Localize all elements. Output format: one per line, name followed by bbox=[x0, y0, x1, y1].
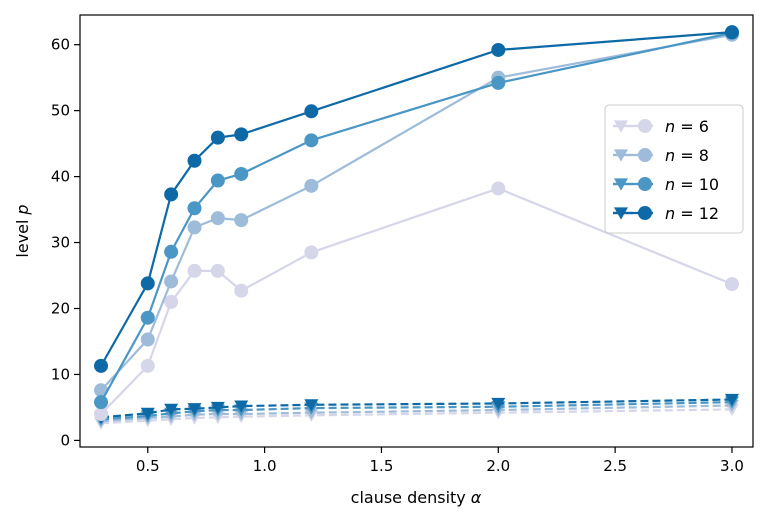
y-tick-label: 40 bbox=[51, 168, 70, 186]
data-point-circle bbox=[164, 274, 179, 289]
plot-frame bbox=[79, 14, 754, 448]
data-point-circle bbox=[164, 187, 179, 202]
data-point-circle bbox=[234, 166, 249, 181]
data-point-circle bbox=[210, 130, 225, 145]
y-tick-label: 0 bbox=[60, 431, 70, 449]
data-point-circle bbox=[304, 133, 319, 148]
data-point-triangle bbox=[234, 400, 249, 413]
series-line-dashed bbox=[100, 398, 732, 419]
x-tick-label: 2.0 bbox=[486, 457, 510, 475]
legend-item: n = 8 bbox=[613, 146, 709, 165]
data-point-triangle bbox=[491, 397, 506, 411]
legend-item: n = 12 bbox=[613, 204, 719, 223]
legend-circle-marker bbox=[638, 119, 652, 133]
y-tick-label: 10 bbox=[51, 365, 70, 383]
y-axis-label: level bbox=[13, 220, 32, 258]
data-point-circle bbox=[304, 245, 319, 260]
legend-equals: = bbox=[675, 175, 699, 194]
legend-item: n = 10 bbox=[613, 175, 719, 194]
series-line-dashed bbox=[100, 401, 732, 421]
y-axis: 0 10 20 30 40 50 60 bbox=[51, 36, 80, 449]
data-point-circle bbox=[491, 42, 506, 57]
legend-label: n = 6 bbox=[665, 117, 709, 136]
y-axis-title: level p bbox=[13, 204, 32, 257]
data-point-circle bbox=[187, 263, 202, 278]
legend-var: n bbox=[665, 204, 675, 223]
x-tick-label: 1.0 bbox=[253, 457, 277, 475]
x-tick-label: 3.0 bbox=[720, 457, 744, 475]
x-axis-symbol: α bbox=[471, 488, 482, 507]
data-point-circle bbox=[210, 211, 225, 226]
data-point-circle bbox=[234, 283, 249, 298]
series-line-dashed bbox=[100, 408, 732, 425]
legend-equals: = bbox=[675, 117, 699, 136]
legend-circle-marker bbox=[638, 177, 652, 191]
legend-var: n bbox=[665, 146, 675, 165]
x-tick-label: 1.5 bbox=[370, 457, 394, 475]
y-tick-label: 30 bbox=[51, 234, 70, 252]
legend-var: n bbox=[665, 117, 675, 136]
data-point-circle bbox=[187, 153, 202, 168]
x-axis-title: clause density α bbox=[351, 488, 482, 507]
data-point-triangle bbox=[304, 399, 319, 412]
legend-label: n = 10 bbox=[665, 175, 719, 194]
data-point-circle bbox=[304, 104, 319, 119]
legend: n = 6n = 8n = 10n = 12 bbox=[604, 104, 744, 234]
legend-triangle-marker bbox=[614, 149, 628, 162]
data-point-circle bbox=[140, 358, 155, 373]
legend-value: 12 bbox=[699, 204, 719, 223]
data-point-circle bbox=[491, 181, 506, 196]
y-tick-label: 20 bbox=[51, 299, 70, 317]
data-point-circle bbox=[724, 25, 739, 40]
data-point-circle bbox=[234, 213, 249, 228]
x-axis: 0.5 1.0 1.5 2.0 2.5 3.0 bbox=[136, 447, 744, 475]
data-point-circle bbox=[724, 277, 739, 292]
data-point-circle bbox=[210, 263, 225, 278]
y-tick-label: 50 bbox=[51, 102, 70, 120]
y-axis-symbol: p bbox=[13, 204, 32, 215]
data-point-circle bbox=[164, 294, 179, 309]
legend-value: 10 bbox=[699, 175, 719, 194]
data-point-circle bbox=[187, 220, 202, 235]
data-point-circle bbox=[140, 276, 155, 291]
data-point-triangle bbox=[164, 403, 179, 417]
data-point-circle bbox=[94, 395, 109, 410]
series-layer bbox=[94, 25, 739, 430]
legend-circle-marker bbox=[638, 148, 652, 162]
data-point-triangle bbox=[210, 401, 225, 415]
data-point-circle bbox=[210, 173, 225, 188]
legend-equals: = bbox=[675, 204, 699, 223]
data-point-circle bbox=[304, 178, 319, 193]
legend-item: n = 6 bbox=[613, 117, 709, 136]
data-point-circle bbox=[94, 358, 109, 373]
legend-label: n = 12 bbox=[665, 204, 719, 223]
legend-equals: = bbox=[675, 146, 699, 165]
legend-triangle-marker bbox=[614, 178, 628, 191]
data-point-circle bbox=[94, 407, 109, 422]
data-point-triangle bbox=[187, 403, 202, 416]
legend-var: n bbox=[665, 175, 675, 194]
data-point-circle bbox=[234, 127, 249, 142]
data-point-triangle bbox=[724, 393, 739, 407]
legend-triangle-marker bbox=[614, 207, 628, 220]
x-axis-label: clause density bbox=[351, 488, 466, 507]
data-point-circle bbox=[140, 310, 155, 325]
legend-value: 8 bbox=[699, 146, 709, 165]
x-tick-label: 2.5 bbox=[603, 457, 627, 475]
legend-triangle-marker bbox=[614, 120, 628, 133]
legend-label: n = 8 bbox=[665, 146, 709, 165]
data-point-circle bbox=[164, 244, 179, 259]
y-tick-label: 60 bbox=[51, 36, 70, 54]
x-tick-label: 0.5 bbox=[136, 457, 160, 475]
data-point-circle bbox=[140, 332, 155, 347]
data-point-circle bbox=[187, 201, 202, 216]
legend-frame bbox=[604, 104, 744, 234]
legend-value: 6 bbox=[699, 117, 709, 136]
legend-circle-marker bbox=[638, 206, 652, 220]
series-line-dashed bbox=[100, 404, 732, 423]
data-point-triangle bbox=[140, 407, 155, 421]
data-point-circle bbox=[491, 75, 506, 90]
